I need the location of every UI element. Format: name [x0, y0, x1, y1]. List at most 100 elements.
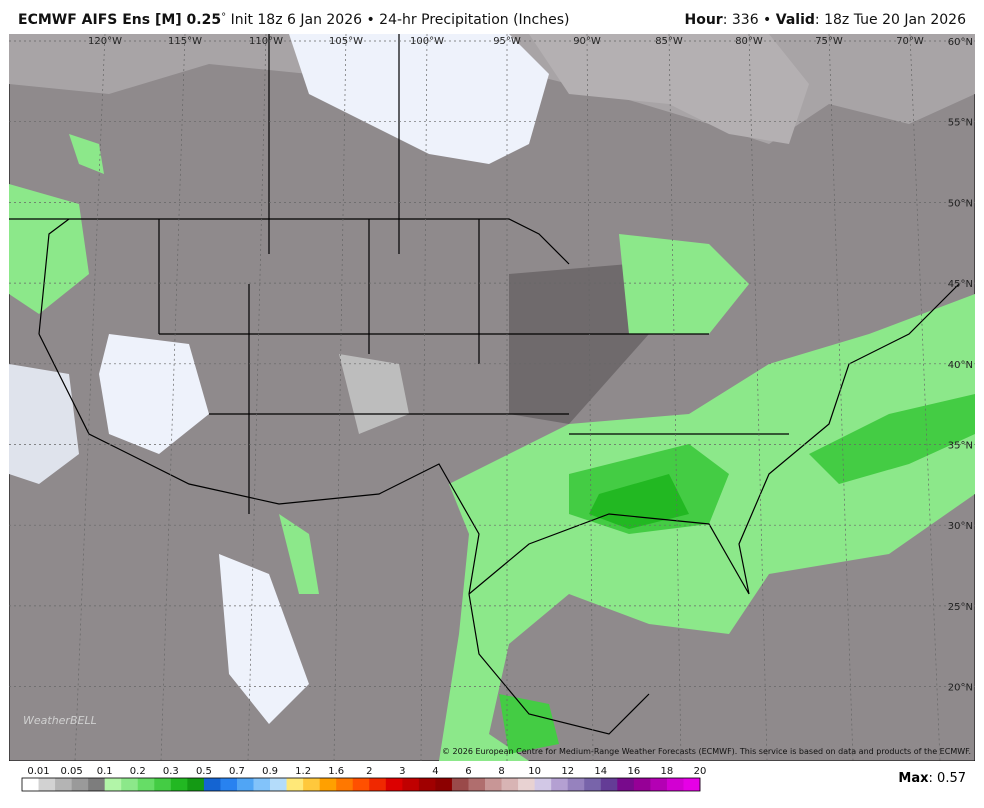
longitude-label: 85°W — [655, 36, 683, 47]
colorbar-swatch — [71, 778, 89, 791]
snow-free-area — [289, 34, 549, 164]
graticule: 120°W 115°W 110°W 105°W 100°W 95°W 90°W 85°W 80°… — [9, 34, 975, 761]
valid-label: Valid — [775, 12, 815, 28]
latitude-label: 60°N — [948, 37, 973, 48]
colorbar-label: 2 — [366, 766, 372, 777]
colorbar-swatch — [88, 778, 105, 791]
watermark: WeatherBELL — [23, 714, 97, 727]
hour-label: Hour — [684, 12, 723, 28]
colorbar-swatch — [501, 778, 519, 791]
colorbar-label: 18 — [661, 766, 674, 777]
dry-area — [219, 554, 309, 724]
colorbar-label: 4 — [432, 766, 438, 777]
colorbar-label: 1.2 — [295, 766, 311, 777]
colorbar-label: 0.2 — [130, 766, 146, 777]
max-value: Max: 0.57 — [898, 771, 966, 786]
colorbar-swatch — [633, 778, 651, 791]
latitude-label: 45°N — [948, 279, 973, 290]
subtitle: Init 18z 6 Jan 2026 • 24-hr Precipitatio… — [230, 12, 570, 28]
colorbar-label: 0.9 — [262, 766, 278, 777]
longitude-label: 115°W — [168, 36, 202, 47]
colorbar-label: 0.7 — [229, 766, 245, 777]
colorbar-swatch — [584, 778, 602, 791]
colorbar-swatch — [303, 778, 320, 791]
valid-value: : 18z Tue 20 Jan 2026 — [814, 12, 966, 28]
longitude-label: 95°W — [493, 36, 521, 47]
longitude-label: 120°W — [88, 36, 122, 47]
colorbar-swatch — [104, 778, 122, 791]
latitude-label: 40°N — [948, 360, 973, 371]
colorbar-swatch — [352, 778, 370, 791]
border-line — [9, 218, 570, 265]
colorbar-label: 12 — [561, 766, 574, 777]
longitude-label: 75°W — [815, 36, 843, 47]
colorbar-swatch — [551, 778, 569, 791]
longitude-label: 110°W — [249, 36, 283, 47]
colorbar-swatch — [154, 778, 172, 791]
coastline — [468, 283, 960, 595]
colorbar-swatch — [203, 778, 221, 791]
colorbar-swatch — [567, 778, 585, 791]
colorbar-swatch — [137, 778, 155, 791]
colorbar-label: 0.05 — [60, 766, 82, 777]
colorbar-label: 3 — [399, 766, 405, 777]
latitude-label: 35°N — [948, 441, 973, 452]
colorbar-swatch — [485, 778, 502, 791]
longitude-label: 100°W — [410, 36, 444, 47]
dry-area — [99, 334, 209, 454]
state-line — [159, 333, 789, 435]
state-line — [158, 34, 480, 514]
coastline — [38, 218, 70, 335]
green-area — [809, 394, 975, 484]
colorbar-swatch — [617, 778, 635, 791]
header-valid: Hour: 336 • Valid: 18z Tue 20 Jan 2026 — [685, 12, 967, 28]
map: 120°W 115°W 110°W 105°W 100°W 95°W 90°W 85°W 80°… — [9, 34, 975, 761]
colorbar: 0.01 0.05 0.1 0.2 0.3 0.5 0.7 0.9 1.2 1.6 2 3 4 6 8 10 1… — [21, 766, 707, 792]
colorbar-swatch — [518, 778, 535, 791]
title: ECMWF AIFS Ens [M] 0.25 — [18, 12, 222, 28]
longitude-line — [668, 34, 682, 761]
colorbar-swatch — [451, 778, 469, 791]
colorbar-label: 0.1 — [97, 766, 113, 777]
longitude-line — [420, 34, 428, 761]
dark-gray-area — [509, 264, 649, 424]
colorbar-swatch — [534, 778, 552, 791]
light-green-area — [9, 184, 89, 314]
light-green-area — [619, 234, 749, 334]
colorbar-swatch — [418, 778, 436, 791]
colorbar-swatch — [600, 778, 618, 791]
colorbar-swatch — [336, 778, 354, 791]
colorbar-label: 6 — [465, 766, 471, 777]
colorbar-swatch — [253, 778, 271, 791]
longitude-line — [586, 34, 594, 761]
latitude-label: 30°N — [948, 521, 973, 532]
colorbar-swatch — [38, 778, 56, 791]
longitude-line — [333, 34, 347, 761]
colorbar-swatch — [683, 778, 701, 791]
colorbar-swatch — [385, 778, 403, 791]
colorbar-label: 20 — [694, 766, 707, 777]
colorbar-swatch — [650, 778, 668, 791]
longitude-line — [74, 34, 106, 761]
colorbar-swatch — [220, 778, 238, 791]
colorbar-swatch — [121, 778, 139, 791]
copyright: © 2026 European Centre for Medium-Range … — [442, 747, 971, 756]
colorbar-label: 1.6 — [328, 766, 344, 777]
longitude-label: 70°W — [896, 36, 924, 47]
latitude-label: 20°N — [948, 683, 973, 694]
colorbar-swatch — [402, 778, 420, 791]
colorbar-label: 0.01 — [27, 766, 49, 777]
colorbar-frame — [21, 777, 701, 792]
colorbar-swatch — [22, 778, 39, 791]
header-title: ECMWF AIFS Ens [M] 0.25° Init 18z 6 Jan … — [18, 12, 570, 28]
colorbar-swatch — [170, 778, 188, 791]
border-line — [38, 333, 480, 595]
light-green-area — [439, 294, 975, 761]
boundaries — [9, 34, 960, 735]
max-label: Max — [898, 771, 929, 786]
colorbar-label: 14 — [594, 766, 607, 777]
colorbar-label: 8 — [498, 766, 504, 777]
dark-green-area — [589, 474, 689, 529]
latitude-label: 55°N — [948, 118, 973, 129]
